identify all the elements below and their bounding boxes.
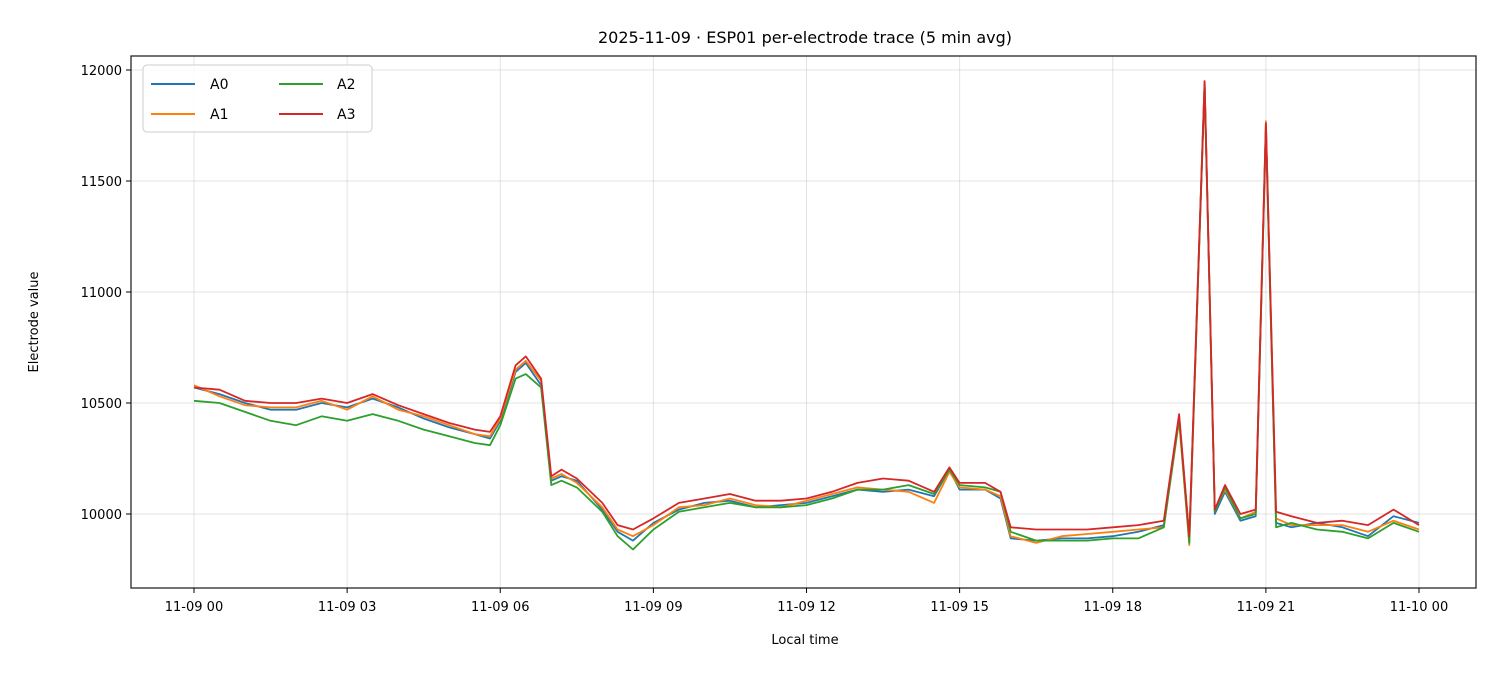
- x-tick-label: 11-09 00: [165, 600, 223, 615]
- x-tick-label: 11-09 03: [318, 600, 376, 615]
- y-tick-label: 11500: [81, 175, 122, 190]
- x-tick-label: 11-09 06: [471, 600, 529, 615]
- y-axis-label: Electrode value: [27, 272, 42, 373]
- plot-frame: [130, 55, 1477, 589]
- y-tick-label: 10500: [81, 397, 122, 412]
- x-tick-label: 11-09 15: [930, 600, 988, 615]
- x-tick-label: 11-10 00: [1390, 600, 1448, 615]
- series-line-a0: [193, 82, 1420, 542]
- series-lines: [193, 80, 1420, 551]
- y-tick-label: 12000: [81, 64, 122, 79]
- chart-title: 2025-11-09 · ESP01 per-electrode trace (…: [598, 28, 1012, 47]
- x-tick-label: 11-09 21: [1237, 600, 1295, 615]
- legend-box: [142, 64, 373, 133]
- series-line-a3: [193, 80, 1420, 538]
- x-tick-label: 11-09 12: [777, 600, 835, 615]
- y-tick-label: 10000: [81, 508, 122, 523]
- y-axis-ticks: 10000 10500 11000 11500 12000: [81, 64, 131, 523]
- x-tick-label: 11-09 09: [624, 600, 682, 615]
- x-axis-label: Local time: [771, 633, 838, 648]
- legend-label-a1: A1: [210, 107, 228, 123]
- legend-label-a3: A3: [337, 107, 355, 123]
- x-axis-ticks: 11-09 00 11-09 03 11-09 06 11-09 09 11-09 12…: [165, 588, 1448, 615]
- y-tick-label: 11000: [81, 286, 122, 301]
- x-tick-label: 11-09 18: [1084, 600, 1142, 615]
- legend: A0 A1 A2 A3: [142, 64, 373, 133]
- legend-label-a2: A2: [337, 77, 355, 93]
- legend-label-a0: A0: [210, 77, 228, 93]
